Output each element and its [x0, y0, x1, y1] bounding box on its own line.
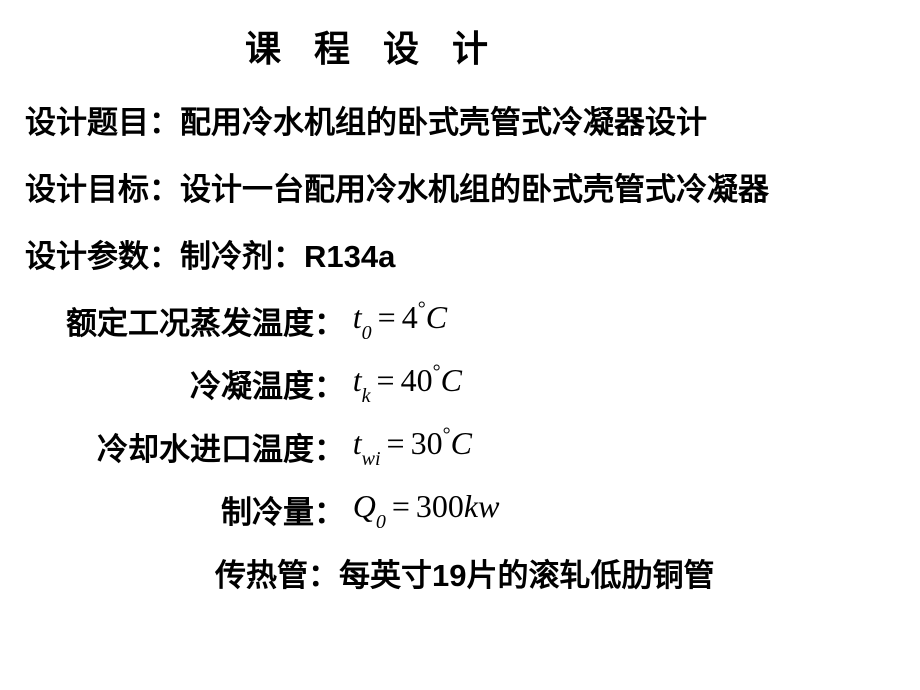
water-formula: twi=30°C [353, 425, 472, 461]
evap-formula: t0=4°C [353, 299, 447, 335]
water-label: 冷却水进口温度： [25, 424, 345, 469]
cond-temp-line: 冷凝温度： tk=40°C [25, 361, 900, 406]
design-param-line: 设计参数：制冷剂：R134a [25, 231, 900, 276]
evap-label: 额定工况蒸发温度： [25, 298, 345, 343]
capacity-label: 制冷量： [25, 487, 345, 532]
water-temp-line: 冷却水进口温度： twi=30°C [25, 424, 900, 469]
param-sub-label: 制冷剂： [180, 239, 304, 274]
refrigerant-value: R134a [304, 239, 395, 274]
design-topic-line: 设计题目：配用冷水机组的卧式壳管式冷凝器设计 [25, 97, 900, 142]
page-title: 课 程 设 计 [25, 20, 900, 72]
goal-label: 设计目标： [25, 172, 180, 207]
capacity-line: 制冷量： Q0=300kw [25, 487, 900, 532]
tube-value-pre: 每英寸 [339, 558, 432, 593]
cond-formula: tk=40°C [353, 362, 462, 398]
design-goal-line: 设计目标：设计一台配用冷水机组的卧式壳管式冷凝器 [25, 164, 900, 209]
topic-label: 设计题目： [25, 105, 180, 140]
tube-value-post: 片的滚轧低肋铜管 [466, 558, 714, 593]
topic-value: 配用冷水机组的卧式壳管式冷凝器设计 [180, 105, 707, 140]
goal-value: 设计一台配用冷水机组的卧式壳管式冷凝器 [180, 172, 769, 207]
cond-label: 冷凝温度： [25, 361, 345, 406]
tube-line: 传热管：每英寸19片的滚轧低肋铜管 [25, 550, 900, 595]
tube-value-num: 19 [432, 558, 466, 593]
capacity-formula: Q0=300kw [353, 488, 500, 524]
evap-temp-line: 额定工况蒸发温度： t0=4°C [25, 298, 900, 343]
param-label: 设计参数： [25, 239, 180, 274]
tube-label: 传热管： [215, 558, 339, 593]
